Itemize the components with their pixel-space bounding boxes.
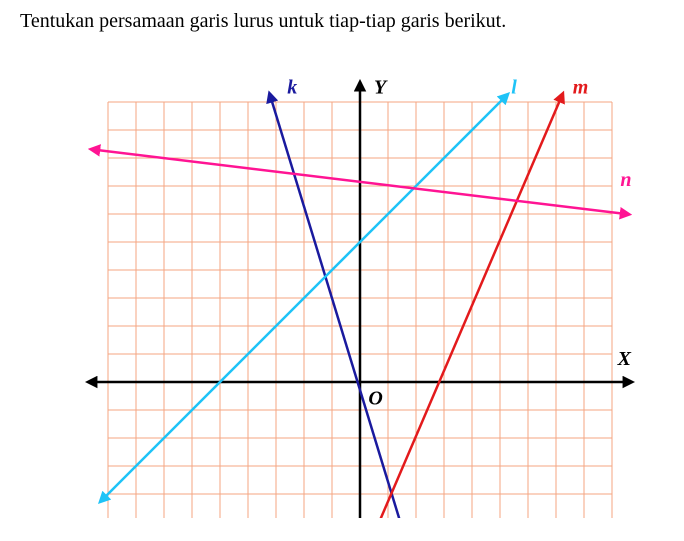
svg-text:X: X [617,348,632,370]
svg-text:l: l [511,77,517,99]
svg-text:k: k [287,77,297,99]
svg-text:n: n [620,169,631,191]
svg-text:Y: Y [374,77,388,99]
chart-container: X Y Ok l m n [80,48,664,518]
svg-text:m: m [573,77,589,99]
svg-text:O: O [368,387,382,409]
page-title: Tentukan persamaan garis lurus untuk tia… [20,10,664,33]
chart-svg: X Y Ok l m n [80,48,640,518]
